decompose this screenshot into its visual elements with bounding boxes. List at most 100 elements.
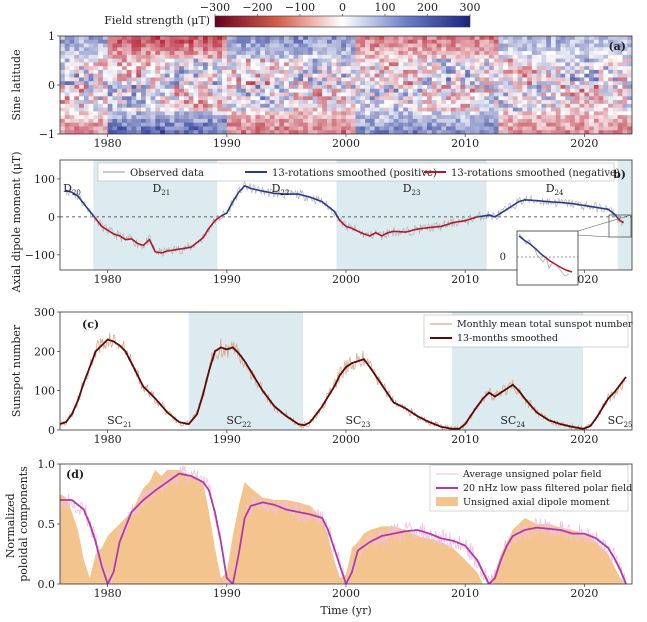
heatmap-cell	[264, 96, 271, 101]
heatmap-cell	[579, 103, 585, 109]
heatmap-cell	[503, 118, 509, 124]
heatmap-cell	[174, 43, 180, 48]
heatmap-cell	[446, 73, 452, 78]
heatmap-cell	[74, 62, 80, 67]
heatmap-cell	[203, 122, 209, 127]
heatmap-cell	[326, 92, 333, 97]
heatmap-cell	[141, 96, 147, 101]
heatmap-cell	[203, 54, 209, 60]
heatmap-cell	[298, 73, 304, 78]
heatmap-cell	[298, 103, 304, 109]
heatmap-cell	[574, 69, 580, 75]
heatmap-cell	[346, 66, 352, 71]
heatmap-cell	[188, 81, 194, 86]
heatmap-cell	[188, 100, 194, 105]
heatmap-cell	[326, 47, 333, 52]
heatmap-cell	[484, 69, 490, 75]
heatmap-cell	[303, 66, 309, 71]
heatmap-cell	[317, 96, 323, 101]
heatmap-cell	[574, 92, 580, 97]
heatmap-cell	[231, 77, 237, 82]
heatmap-cell	[384, 88, 390, 93]
heatmap-cell	[188, 58, 194, 63]
heatmap-cell	[446, 81, 452, 86]
heatmap-cell	[164, 51, 171, 56]
heatmap-cell	[88, 115, 94, 120]
heatmap-cell	[398, 107, 404, 112]
heatmap-cell	[412, 69, 418, 75]
heatmap-cell	[450, 85, 457, 90]
heatmap-cell	[188, 115, 194, 120]
heatmap-cell	[245, 39, 252, 44]
heatmap-cell	[212, 39, 218, 44]
heatmap-cell	[60, 96, 66, 101]
heatmap-cell	[512, 69, 518, 75]
heatmap-cell	[398, 103, 404, 109]
heatmap-cell	[617, 66, 623, 71]
heatmap-cell	[102, 66, 109, 71]
heatmap-cell	[83, 51, 89, 56]
heatmap-cell	[403, 115, 409, 120]
heatmap-cell	[188, 126, 194, 131]
heatmap-cell	[555, 130, 561, 134]
heatmap-cell	[541, 118, 547, 124]
heatmap-cells	[60, 36, 632, 134]
heatmap-cell	[446, 58, 452, 63]
heatmap-cell	[117, 58, 123, 63]
heatmap-cell	[121, 100, 128, 105]
heatmap-cell	[279, 115, 285, 120]
heatmap-cell	[284, 51, 290, 56]
heatmap-cell	[412, 66, 418, 71]
heatmap-cell	[474, 85, 480, 90]
heatmap-cell	[102, 88, 109, 93]
heatmap-cell	[155, 126, 161, 131]
heatmap-cell	[231, 118, 237, 124]
heatmap-cell	[484, 85, 490, 90]
cycle-label: SC21	[107, 414, 132, 429]
heatmap-cell	[531, 62, 538, 67]
heatmap-cell	[531, 118, 538, 124]
heatmap-cell	[174, 100, 180, 105]
heatmap-cell	[465, 122, 471, 127]
heatmap-cell	[136, 81, 142, 86]
heatmap-cell	[489, 85, 495, 90]
heatmap-cell	[217, 58, 223, 63]
heatmap-cell	[131, 122, 137, 127]
heatmap-cell	[593, 107, 600, 112]
heatmap-cell	[145, 111, 151, 116]
heatmap-cell	[83, 115, 89, 120]
heatmap-cell	[155, 122, 161, 127]
heatmap-cell	[298, 81, 304, 86]
heatmap-cell	[455, 130, 461, 134]
heatmap-cell	[145, 126, 151, 131]
heatmap-cell	[102, 58, 109, 63]
heatmap-cell	[589, 92, 595, 97]
heatmap-cell	[326, 58, 333, 63]
heatmap-cell	[150, 103, 156, 109]
heatmap-cell	[546, 122, 552, 127]
heatmap-cell	[284, 100, 290, 105]
heatmap-cell	[498, 107, 504, 112]
heatmap-cell	[527, 36, 533, 41]
monthly-sunspot-polyline	[60, 333, 627, 430]
heatmap-cell	[527, 51, 533, 56]
heatmap-cell	[141, 100, 147, 105]
heatmap-cell	[570, 92, 576, 97]
x-tick-label: 2010	[451, 273, 479, 286]
heatmap-cell	[136, 36, 142, 41]
heatmap-cell	[503, 92, 509, 97]
heatmap-cell	[88, 96, 94, 101]
heatmap-cell	[555, 81, 561, 86]
heatmap-cell	[293, 100, 299, 105]
heatmap-cell	[379, 81, 385, 86]
heatmap-cell	[93, 111, 99, 116]
heatmap-cell	[322, 111, 328, 116]
heatmap-cell	[388, 88, 395, 93]
heatmap-cell	[284, 39, 290, 44]
heatmap-cell	[593, 100, 600, 105]
heatmap-cell	[231, 39, 237, 44]
heatmap-cell	[169, 62, 175, 67]
heatmap-cell	[431, 126, 437, 131]
heatmap-cell	[384, 47, 390, 52]
heatmap-cell	[360, 111, 366, 116]
